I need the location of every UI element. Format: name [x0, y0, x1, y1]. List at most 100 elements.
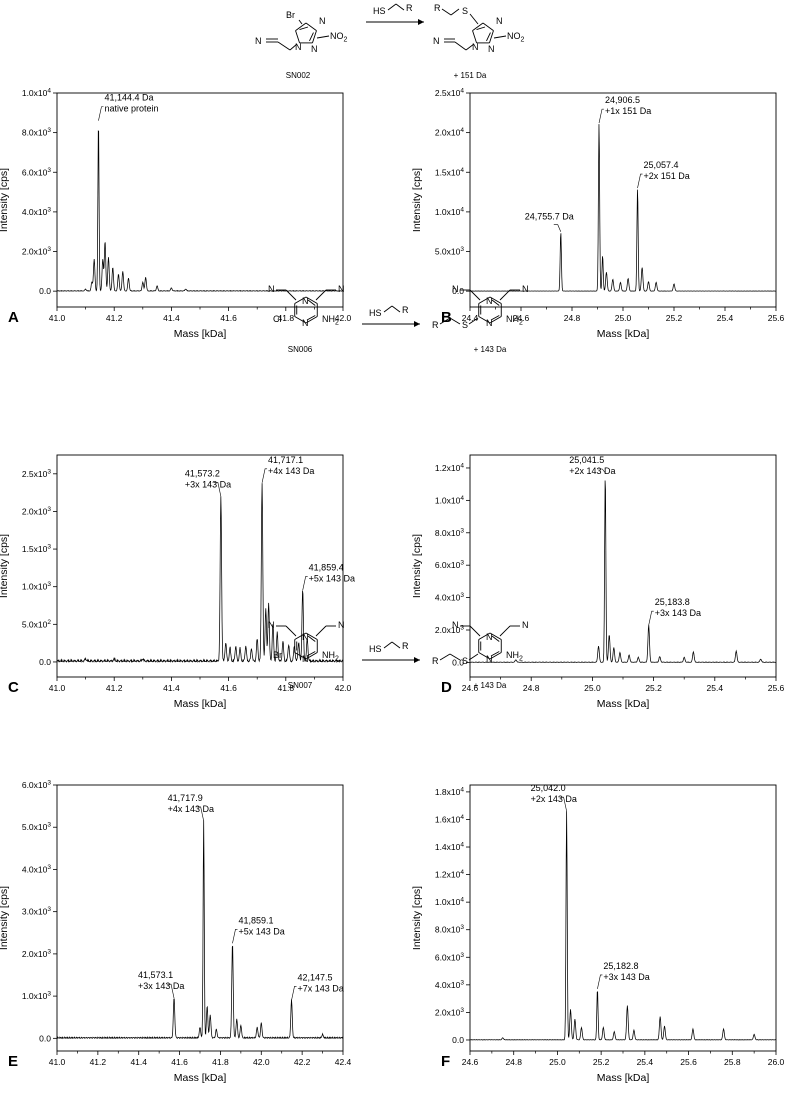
- atom-label: Cl: [273, 314, 282, 324]
- annotation-text: +2x 143 Da: [569, 466, 615, 476]
- x-axis-label: Mass [kDa]: [597, 698, 650, 710]
- bond: [391, 305, 401, 313]
- atom-label: R: [432, 320, 439, 330]
- atom-label: N: [433, 36, 440, 46]
- atom-label: Br: [273, 650, 282, 660]
- bond: [478, 316, 491, 324]
- atom-label: R: [434, 3, 441, 13]
- atom-label: S: [462, 320, 468, 330]
- bond: [294, 316, 307, 324]
- annotation-text: +5x 143 Da: [238, 926, 284, 936]
- annotation-text: +3x 143 Da: [603, 972, 649, 982]
- bond: [316, 35, 330, 39]
- annotation-text: +3x 143 Da: [138, 981, 184, 991]
- x-tick-label: 24.6: [462, 683, 479, 693]
- atom-label: N: [338, 620, 345, 630]
- annotation-leader: [648, 610, 654, 626]
- bond: [482, 22, 494, 31]
- bond: [439, 653, 451, 661]
- spectrum-trace: [469, 124, 777, 292]
- annotation-leader: [213, 482, 222, 497]
- annotation-leader: [232, 929, 238, 944]
- y-tick-label: 4.0x103: [22, 206, 52, 217]
- peak-annotation: 25,182.8+3x 143 Da: [597, 961, 650, 990]
- bond: [469, 289, 481, 301]
- y-axis-label: Intensity [cps]: [0, 534, 10, 598]
- annotation-leader: [261, 468, 268, 483]
- bond: [449, 317, 461, 325]
- product-shift-label: + 143 Da: [474, 681, 507, 690]
- y-axis-label: Intensity [cps]: [411, 168, 423, 232]
- annotation-leader: [559, 796, 567, 812]
- x-tick-label: 26.0: [768, 1057, 785, 1067]
- bond: [489, 652, 502, 660]
- annotation-text: 41,859.4: [309, 562, 344, 572]
- atom-label: N: [302, 318, 309, 328]
- compound-label-sn007: SN007: [288, 681, 313, 690]
- panel-letter-f: F: [441, 1053, 450, 1070]
- annotation-text: 42,147.5: [298, 972, 333, 982]
- annotation-leader: [598, 108, 605, 124]
- x-tick-label: 24.6: [462, 1057, 479, 1067]
- x-tick-label: 25.6: [680, 1057, 697, 1067]
- x-tick-label: 41.2: [90, 1057, 107, 1067]
- x-tick-label: 41.4: [163, 313, 180, 323]
- bond: [315, 289, 327, 301]
- annotation-text: +3x 143 Da: [655, 608, 701, 618]
- annotation-text: 41,573.2: [185, 468, 220, 478]
- bond: [491, 635, 500, 642]
- x-tick-label: 25.0: [615, 313, 632, 323]
- y-tick-label: 2.0x103: [435, 1007, 465, 1018]
- y-tick-label: 8.0x103: [435, 527, 465, 538]
- atom-label: N: [486, 318, 493, 328]
- x-tick-label: 42.0: [335, 313, 352, 323]
- bond: [490, 315, 500, 321]
- y-tick-label: 4.0x103: [435, 979, 465, 990]
- panel-b: 24.4 24.6 24.8 25.0 25.2 25.4 25.6 0.0 5.0x103 1.…: [411, 88, 785, 341]
- r-group-label: R: [402, 641, 409, 651]
- y-tick-label: 1.8x104: [435, 786, 465, 797]
- y-tick-label: 6.0x103: [435, 560, 465, 571]
- panel-letter-a: A: [8, 309, 19, 326]
- product-shift-label: + 151 Da: [454, 71, 487, 80]
- y-tick-label: 0.0: [39, 286, 51, 296]
- panel-c: 41.0 41.2 41.4 41.6 41.8 42.0 0.0 5.0x102 1.0x10…: [0, 454, 355, 710]
- y-tick-label: 1.0x104: [435, 495, 465, 506]
- x-tick-label: 41.6: [220, 683, 237, 693]
- annotation-text: 24,906.5: [605, 95, 640, 105]
- y-tick-label: 2.0x103: [22, 246, 52, 257]
- bond: [499, 625, 511, 637]
- annotation-text: +1x 151 Da: [605, 106, 651, 116]
- bond: [391, 641, 401, 649]
- y-tick-label: 4.0x103: [22, 864, 52, 875]
- bond: [489, 30, 494, 44]
- peak-annotation: 42,147.5+7x 143 Da: [291, 972, 344, 1001]
- atom-label: N: [268, 620, 275, 630]
- peak-annotation: 41,717.1+4x 143 Da: [261, 455, 314, 483]
- panel-letter-d: D: [441, 679, 452, 696]
- annotation-text: +5x 143 Da: [309, 573, 355, 583]
- y-tick-label: 0.0: [39, 1033, 51, 1043]
- atom-label: N: [488, 44, 495, 54]
- x-tick-label: 24.4: [462, 313, 479, 323]
- y-tick-label: 0.0: [452, 657, 464, 667]
- panel-f: 24.6 24.8 25.0 25.2 25.4 25.6 25.8 26.0 0.0 2.0x1…: [411, 783, 785, 1084]
- x-tick-label: 25.2: [666, 313, 683, 323]
- y-tick-label: 1.0x103: [22, 991, 52, 1002]
- annotation-leader: [597, 974, 603, 990]
- y-tick-label: 2.0x103: [22, 948, 52, 959]
- annotation-leader: [196, 806, 204, 821]
- y-axis-label: Intensity [cps]: [0, 168, 10, 232]
- spectrum-trace: [469, 811, 777, 1041]
- atom-label: N: [255, 36, 262, 46]
- panel-letter-c: C: [8, 679, 19, 696]
- bond: [285, 625, 297, 637]
- annotation-text: 41,717.1: [268, 455, 303, 465]
- annotation-text: +3x 143 Da: [185, 479, 231, 489]
- peak-annotation: 41,573.2+3x 143 Da: [185, 468, 231, 497]
- x-axis-label: Mass [kDa]: [597, 1072, 650, 1084]
- bond: [454, 41, 467, 51]
- x-axis-label: Mass [kDa]: [174, 328, 227, 340]
- bond: [478, 632, 491, 640]
